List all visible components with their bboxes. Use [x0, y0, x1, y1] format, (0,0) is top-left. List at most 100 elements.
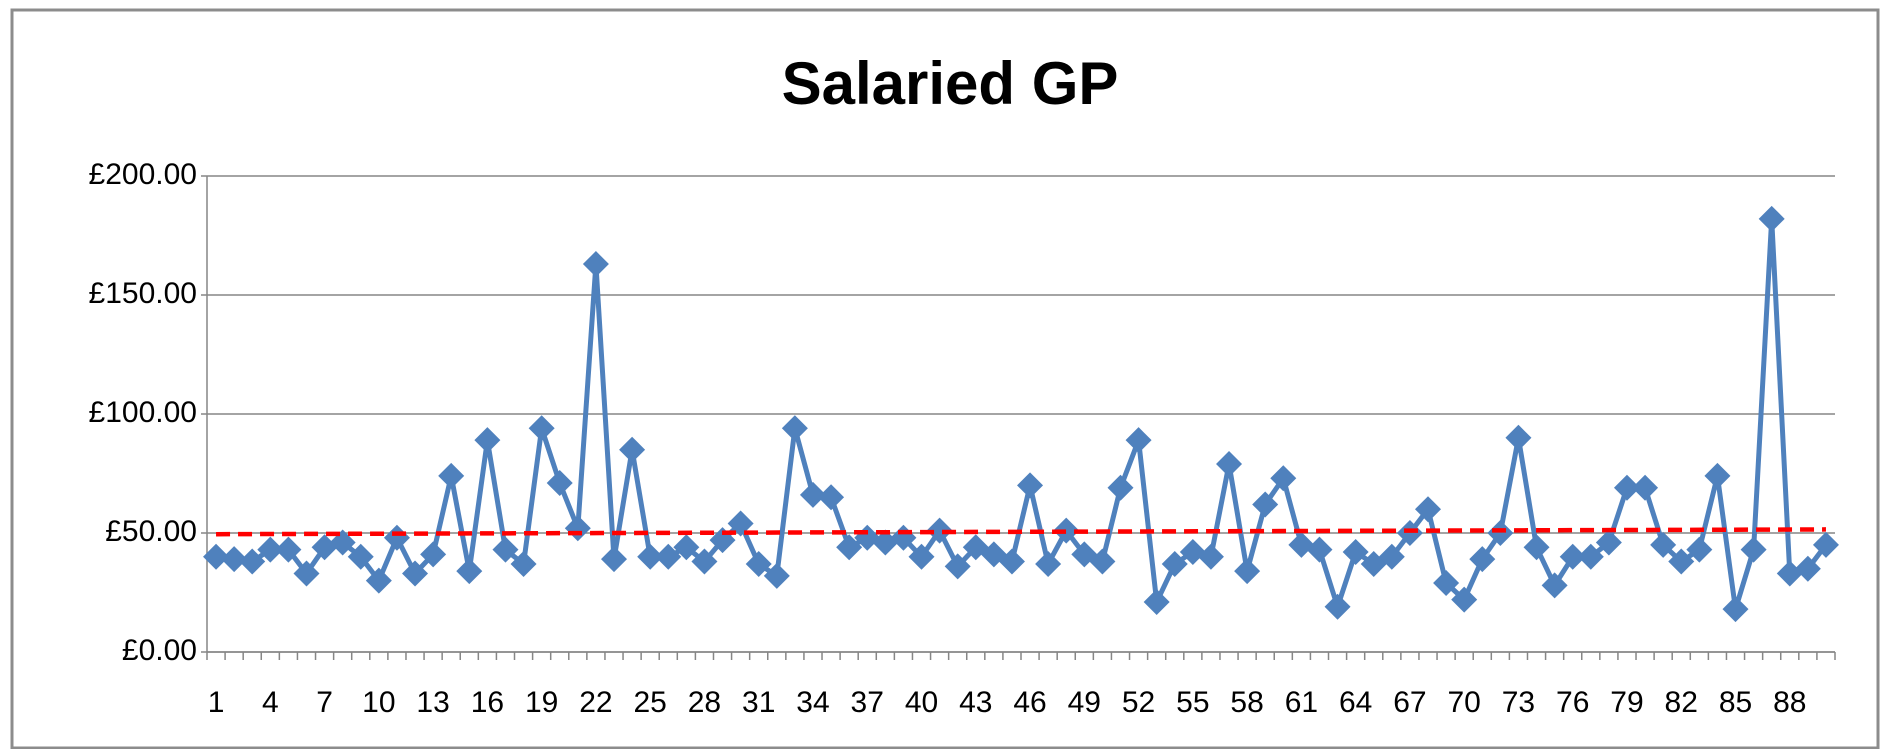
data-marker — [438, 462, 465, 489]
data-marker — [1378, 543, 1405, 570]
y-tick-label: £200.00 — [89, 158, 197, 191]
x-tick-label: 7 — [316, 686, 333, 719]
data-marker — [257, 536, 284, 563]
data-marker — [492, 536, 519, 563]
data-marker — [221, 546, 248, 573]
data-marker — [727, 510, 754, 537]
data-marker — [1179, 539, 1206, 566]
x-tick-label: 34 — [796, 686, 829, 719]
data-marker — [1161, 550, 1188, 577]
data-marker — [293, 560, 320, 587]
data-marker — [872, 529, 899, 556]
data-marker — [203, 543, 230, 570]
x-tick-label: 19 — [525, 686, 558, 719]
data-marker — [908, 543, 935, 570]
data-marker — [1035, 550, 1062, 577]
data-marker — [1143, 589, 1170, 616]
data-marker — [1396, 520, 1423, 546]
x-tick-label: 79 — [1610, 686, 1643, 719]
data-marker — [619, 436, 646, 463]
chart-title: Salaried GP — [782, 50, 1119, 117]
data-marker — [1686, 536, 1713, 563]
data-marker — [781, 415, 808, 442]
data-marker — [347, 543, 374, 570]
data-marker — [1668, 548, 1695, 575]
data-marker — [1595, 529, 1622, 556]
trend-line — [216, 527, 1826, 537]
data-marker — [691, 548, 718, 575]
data-marker — [1216, 450, 1243, 477]
data-marker — [1704, 462, 1731, 489]
data-marker — [1559, 543, 1586, 570]
chart-frame — [10, 8, 1880, 749]
data-marker — [1270, 465, 1297, 492]
data-marker — [1324, 593, 1351, 620]
data-marker — [818, 484, 845, 511]
data-marker — [1342, 539, 1369, 566]
x-tick-label: 52 — [1122, 686, 1155, 719]
data-marker — [1740, 536, 1767, 563]
data-marker — [1469, 546, 1496, 573]
data-marker — [1776, 560, 1803, 587]
data-marker — [1017, 472, 1044, 499]
x-tick-label: 82 — [1665, 686, 1698, 719]
data-marker — [239, 548, 266, 575]
x-tick-label: 10 — [362, 686, 395, 719]
data-marker — [673, 534, 700, 561]
data-marker — [655, 543, 682, 570]
x-tick-label: 46 — [1013, 686, 1046, 719]
data-marker — [1053, 517, 1080, 544]
x-tick-label: 70 — [1447, 686, 1480, 719]
data-marker — [275, 536, 302, 563]
data-marker — [1252, 491, 1279, 518]
x-tick-label: 88 — [1773, 686, 1806, 719]
data-marker — [836, 534, 863, 561]
x-tick-label: 43 — [959, 686, 992, 719]
data-marker — [365, 567, 392, 594]
y-tick-label: £150.00 — [89, 277, 197, 310]
x-tick-label: 85 — [1719, 686, 1752, 719]
data-marker — [420, 541, 447, 568]
data-marker — [1650, 531, 1677, 558]
data-marker — [926, 517, 953, 544]
x-tick-label: 1 — [208, 686, 225, 719]
data-marker — [1613, 474, 1640, 501]
data-marker — [763, 562, 790, 589]
x-tick-label: 61 — [1285, 686, 1318, 719]
x-tick-label: 31 — [742, 686, 775, 719]
x-tick-label: 13 — [416, 686, 449, 719]
x-tick-label: 16 — [471, 686, 504, 719]
data-marker — [1433, 569, 1460, 596]
data-marker — [1541, 572, 1568, 599]
x-tick-label: 37 — [851, 686, 884, 719]
data-marker — [546, 470, 573, 497]
y-tick-label: £100.00 — [89, 396, 197, 429]
data-marker — [1812, 531, 1839, 558]
x-tick-label: 64 — [1339, 686, 1372, 719]
data-marker — [528, 415, 555, 442]
data-marker — [1197, 543, 1224, 570]
data-marker — [1415, 496, 1441, 523]
data-marker — [1487, 520, 1514, 546]
data-marker — [1089, 548, 1116, 575]
y-tick-label: £50.00 — [105, 515, 197, 548]
data-marker — [1758, 205, 1785, 232]
data-marker — [1794, 555, 1821, 582]
data-marker — [745, 550, 772, 577]
x-tick-label: 25 — [633, 686, 666, 719]
x-tick-label: 49 — [1068, 686, 1101, 719]
x-tick-label: 76 — [1556, 686, 1589, 719]
data-marker — [799, 481, 826, 508]
data-marker — [311, 534, 338, 561]
data-marker — [383, 524, 410, 551]
x-tick-label: 40 — [905, 686, 938, 719]
data-marker — [1125, 427, 1152, 454]
data-marker — [1505, 424, 1532, 451]
data-marker — [474, 427, 501, 454]
data-marker — [1722, 596, 1749, 623]
x-tick-label: 67 — [1393, 686, 1426, 719]
x-tick-label: 73 — [1502, 686, 1535, 719]
data-marker — [456, 558, 483, 585]
y-tick-label: £0.00 — [122, 634, 197, 667]
